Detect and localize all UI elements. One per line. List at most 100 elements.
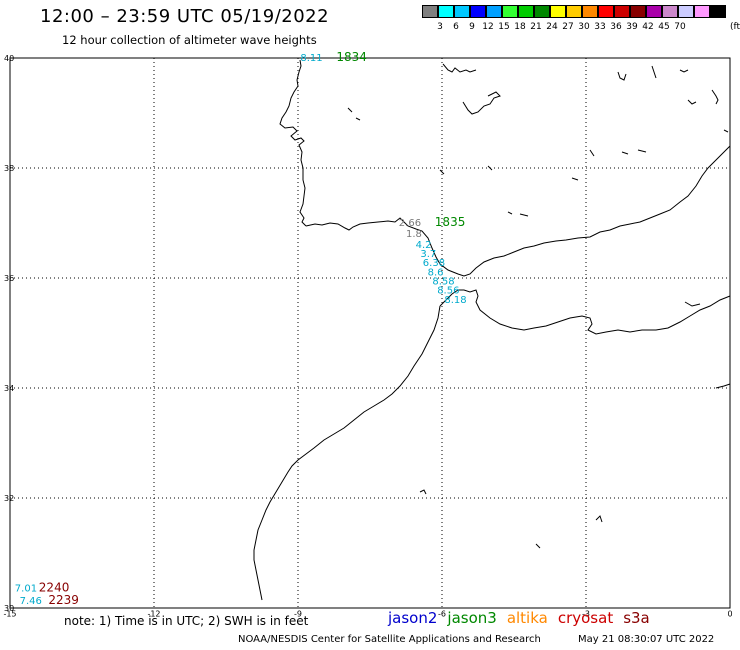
scale-swatch (550, 5, 566, 18)
scale-tick-label: 12 (482, 22, 494, 32)
coast-fragment (519, 213, 529, 217)
scale-tick-label: 39 (626, 22, 638, 32)
coastline (253, 59, 731, 601)
coast-fragment (347, 107, 353, 113)
legend-item-jason2: jason2 (388, 609, 438, 627)
wave-height-label: 6.38 (423, 258, 445, 269)
scale-swatch (582, 5, 598, 18)
wave-height-label: 1.8 (406, 229, 422, 240)
coast-fragment (487, 165, 493, 171)
scale-swatch (614, 5, 630, 18)
scale-swatch (662, 5, 678, 18)
scale-swatch (646, 5, 662, 18)
scale-swatch (694, 5, 710, 18)
scale-swatch (438, 5, 454, 18)
coast-fragment (507, 211, 513, 215)
lon-label: -12 (147, 610, 160, 619)
wave-height-label: 8.6 (428, 267, 444, 278)
legend-item-s3a: s3a (623, 609, 650, 627)
pass-time-label: 2239 (48, 593, 79, 607)
coast-fragment (589, 149, 595, 157)
wave-height-label: 4.2 (416, 240, 432, 251)
coast-fragment (637, 149, 647, 153)
scale-tick-label: 3 (437, 22, 443, 32)
scale-tick-label: 24 (546, 22, 558, 32)
scale-swatch (518, 5, 534, 18)
scale-swatch (678, 5, 694, 18)
scale-tick-label: 42 (642, 22, 654, 32)
lat-lon-grid (10, 58, 730, 608)
lat-label: 32 (4, 494, 14, 503)
pass-time-label: 2240 (39, 581, 70, 595)
coast-fragment (355, 117, 361, 121)
coast-fragment (679, 69, 689, 73)
legend-item-cryosat: cryosat (557, 609, 614, 627)
coast-fragment (535, 543, 541, 549)
scale-tick-label: 45 (658, 22, 670, 32)
footer-note: note: 1) Time is in UTC; 2) SWH is in fe… (64, 614, 309, 628)
page-subtitle: 12 hour collection of altimeter wave hei… (62, 33, 317, 47)
portugal-coast (279, 59, 307, 227)
pass-time-label: 1834 (336, 50, 367, 64)
axis-labels: -15 -12 -9 -6 -3 0 40 38 36 34 32 30 (3, 54, 732, 619)
scale-tick-label: 30 (578, 22, 590, 32)
coast-fragment (439, 169, 445, 175)
morocco-atlantic-coast (253, 305, 441, 601)
scale-tick-label: 36 (610, 22, 622, 32)
scale-tick-label: 15 (498, 22, 510, 32)
coast-fragment (595, 515, 603, 523)
lon-label: -15 (3, 610, 16, 619)
coast-fragment (617, 71, 627, 81)
lon-label: -9 (294, 610, 302, 619)
scale-swatch (486, 5, 502, 18)
legend-item-altika: altika (506, 609, 548, 627)
coast-fragment (723, 129, 729, 133)
coast-fragment (687, 99, 697, 105)
scale-swatch (454, 5, 470, 18)
scale-tick-label: 6 (453, 22, 459, 32)
coast-fragment (462, 91, 501, 115)
lat-label: 30 (4, 604, 14, 613)
lat-label: 36 (4, 274, 14, 283)
lat-label: 40 (4, 54, 14, 63)
scale-swatch (598, 5, 614, 18)
satellite-legend: jason2 jason3 altika cryosat s3a (388, 609, 660, 627)
lat-label: 34 (4, 384, 14, 393)
credit-text: NOAA/NESDIS Center for Satellite Applica… (238, 634, 541, 645)
wave-height-labels: 8.11 1834 2.66 1835 1.84.23.76.388.68.588.56… (15, 50, 467, 607)
coast-fragment (651, 65, 657, 79)
map-frame (9, 57, 731, 609)
scale-swatch (470, 5, 486, 18)
wave-height-label: 3.7 (420, 249, 436, 260)
wave-height-label: 8.56 (437, 285, 459, 296)
scale-tick-label: 33 (594, 22, 606, 32)
scale-swatch (710, 5, 726, 18)
scale-unit: (ft) (730, 22, 740, 32)
scale-tick-label: 70 (674, 22, 686, 32)
coast-fragment (715, 383, 731, 389)
scale-swatch (534, 5, 550, 18)
scale-swatch (422, 5, 438, 18)
scale-tick-label: 18 (514, 22, 526, 32)
wave-height-label: 8.18 (444, 295, 466, 306)
coast-fragment (711, 89, 719, 105)
coast-fragment (419, 489, 427, 495)
lat-label: 38 (4, 164, 14, 173)
coast-fragment (571, 177, 579, 181)
scale-tick-label: 9 (469, 22, 475, 32)
coast-fragment (621, 151, 629, 155)
wave-height-label: 2.66 (399, 218, 421, 229)
spain-south-coast (305, 145, 731, 277)
scale-swatch (566, 5, 582, 18)
coast-fragment (442, 63, 477, 73)
coast-fragment (684, 301, 701, 307)
lon-label: -3 (582, 610, 590, 619)
legend-item-jason3: jason3 (447, 609, 497, 627)
scale-swatch (502, 5, 518, 18)
pass-time-label: 1835 (435, 215, 466, 229)
wave-height-label: 7.46 (20, 596, 42, 607)
generated-timestamp: May 21 08:30:07 UTC 2022 (578, 634, 715, 645)
page-title: 12:00 – 23:59 UTC 05/19/2022 (40, 6, 330, 27)
wave-height-label: 8.58 (432, 277, 454, 288)
